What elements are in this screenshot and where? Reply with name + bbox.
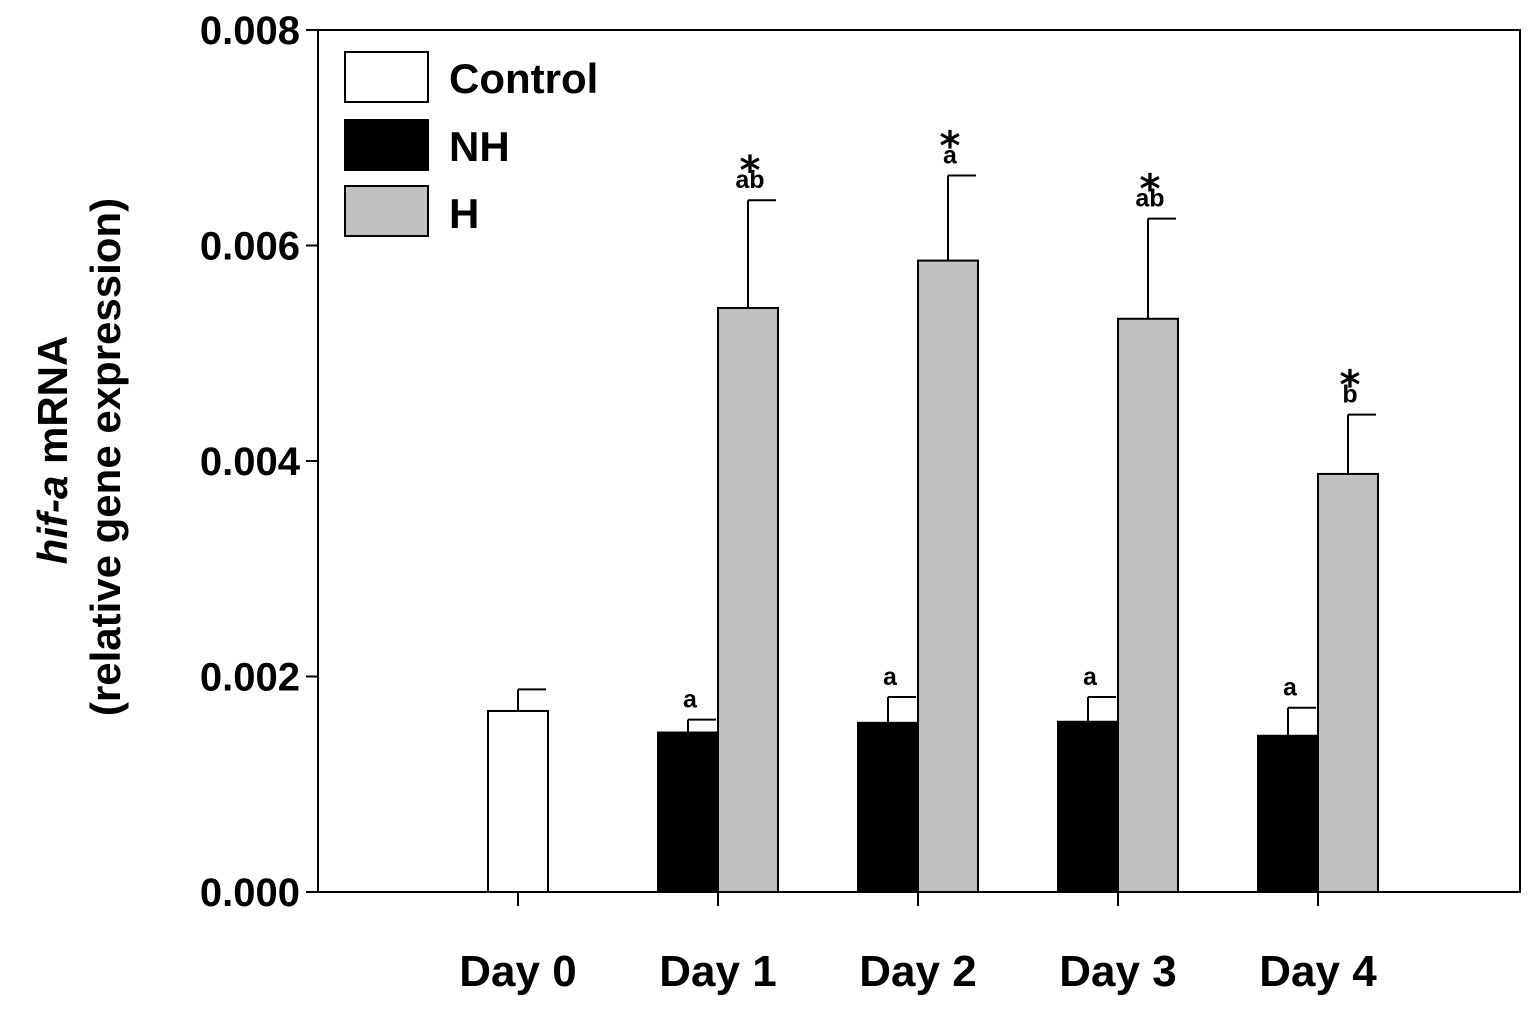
bars-layer: aab*aa*aab*ab* [487, 123, 1379, 894]
x-tick-label-day-0: Day 0 [459, 947, 576, 996]
sig-star-h-day-3: * [1140, 167, 1161, 213]
sig-star-h-day-1: * [740, 148, 761, 194]
legend-swatch-nh [344, 119, 429, 171]
bar-control-day-0 [487, 709, 549, 893]
sig-letter-nh-day-3: a [1083, 663, 1098, 691]
x-tick-label-day-2: Day 2 [859, 947, 976, 996]
legend-swatch-h [344, 185, 429, 237]
y-axis-title-line2: (relative gene expression) [82, 198, 129, 716]
y-tick-label-0-006: 0.006 [200, 225, 300, 269]
legend: Control NH H [344, 51, 598, 237]
sig-star-h-day-2: * [940, 123, 961, 169]
y-tick-label-0-000: 0.000 [200, 871, 300, 915]
y-tick-label-0-008: 0.008 [200, 9, 300, 53]
bar-nh-day-2 [857, 721, 919, 894]
axis-layer: 0.000 0.002 0.004 0.006 0.008 Day 0 Day 1 Day 2… [200, 9, 1377, 996]
y-tick-label-0-004: 0.004 [200, 440, 301, 484]
y-tick-label-0-002: 0.002 [200, 656, 300, 700]
legend-label-h: H [449, 190, 479, 237]
sig-letter-nh-day-2: a [883, 663, 898, 691]
bar-nh-day-4 [1257, 734, 1319, 894]
sig-letter-nh-day-1: a [683, 686, 698, 714]
y-axis-title-gene: hif-a [29, 476, 76, 565]
sig-letter-h-day-2: a [943, 141, 958, 169]
sig-letter-nh-day-4: a [1283, 674, 1298, 702]
bar-h-day-2 [917, 259, 979, 893]
bar-nh-day-3 [1057, 720, 1119, 893]
y-axis-title-suffix: mRNA [29, 336, 76, 476]
sig-letter-h-day-3: ab [1135, 185, 1164, 213]
sig-star-h-day-4: * [1340, 363, 1361, 409]
y-axis-title-line1: hif-a mRNA [29, 336, 76, 565]
bar-h-day-1 [717, 306, 779, 893]
legend-swatch-control [344, 51, 429, 103]
bar-h-day-3 [1117, 317, 1179, 893]
bar-nh-day-1 [657, 731, 719, 894]
sig-letter-h-day-4: b [1342, 381, 1357, 409]
x-tick-label-day-3: Day 3 [1059, 947, 1176, 996]
bar-h-day-4 [1317, 472, 1379, 893]
x-tick-label-day-4: Day 4 [1259, 947, 1377, 996]
sig-letter-h-day-1: ab [735, 166, 764, 194]
legend-label-control: Control [449, 55, 598, 102]
legend-label-nh: NH [449, 123, 510, 170]
x-tick-label-day-1: Day 1 [659, 947, 776, 996]
